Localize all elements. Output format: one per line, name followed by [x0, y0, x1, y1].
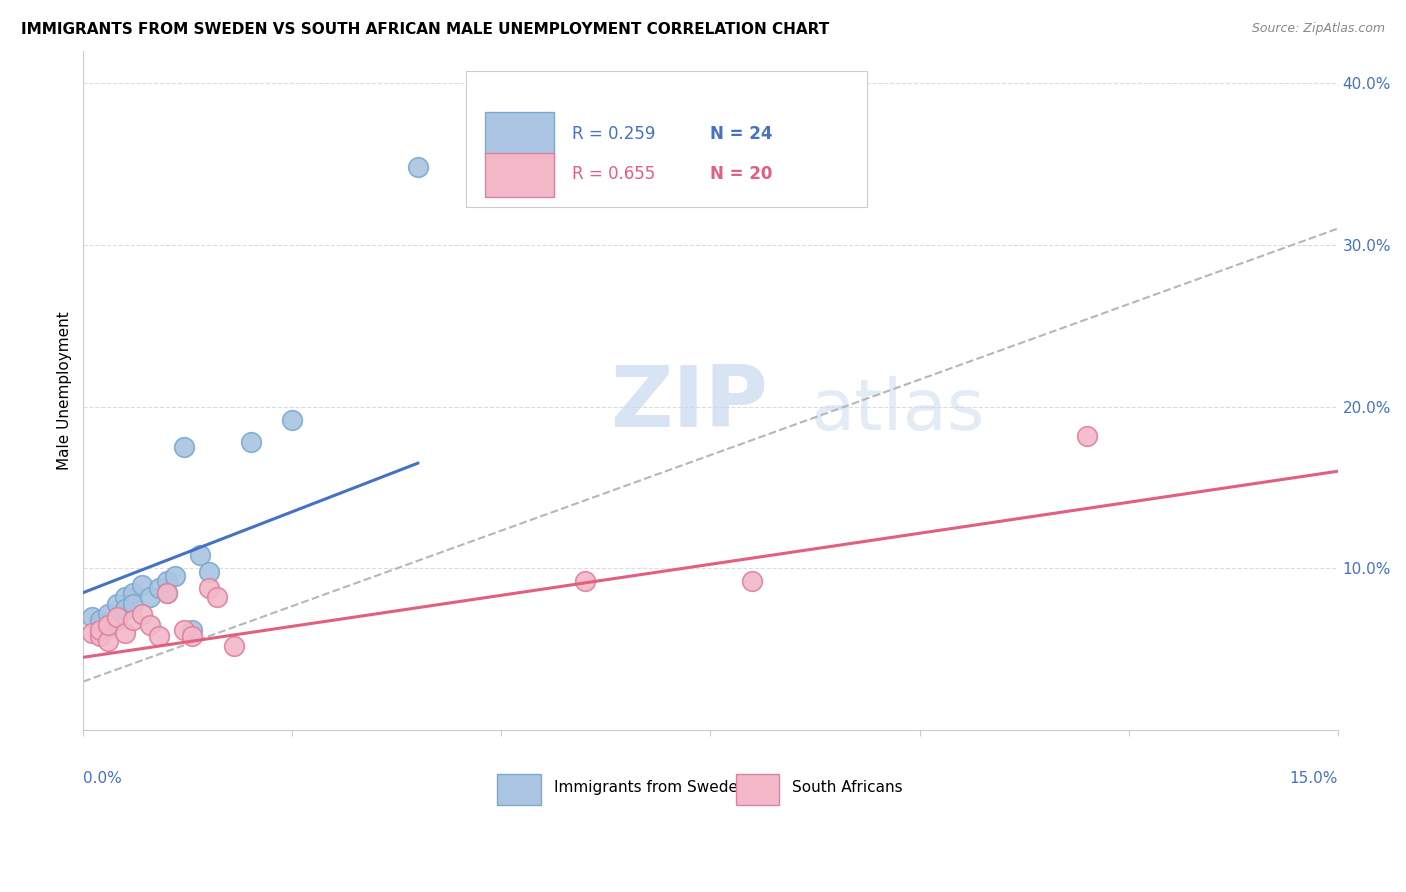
Text: 0.0%: 0.0%: [83, 771, 122, 786]
Point: [1076, 428, 1098, 442]
Text: R = 0.259: R = 0.259: [572, 125, 655, 143]
Point: [205, 591, 228, 605]
Point: [89, 623, 111, 637]
Point: [156, 574, 179, 589]
Text: 15.0%: 15.0%: [1289, 771, 1337, 786]
Point: [406, 160, 429, 174]
Point: [181, 629, 204, 643]
Point: [89, 618, 111, 632]
FancyBboxPatch shape: [735, 774, 779, 805]
Point: [97, 621, 120, 635]
Point: [173, 623, 195, 637]
Point: [156, 585, 179, 599]
Point: [281, 412, 304, 426]
Point: [122, 585, 145, 599]
Point: [148, 629, 170, 643]
Point: [97, 618, 120, 632]
Text: N = 20: N = 20: [710, 165, 773, 184]
Point: [89, 629, 111, 643]
FancyBboxPatch shape: [485, 112, 554, 156]
Text: ZIP: ZIP: [610, 362, 768, 445]
Point: [97, 607, 120, 621]
Point: [97, 634, 120, 648]
Point: [173, 440, 195, 454]
Text: N = 24: N = 24: [710, 125, 773, 143]
Point: [165, 569, 187, 583]
Point: [114, 626, 136, 640]
Text: South Africans: South Africans: [792, 780, 903, 796]
Text: atlas: atlas: [811, 376, 986, 445]
Text: IMMIGRANTS FROM SWEDEN VS SOUTH AFRICAN MALE UNEMPLOYMENT CORRELATION CHART: IMMIGRANTS FROM SWEDEN VS SOUTH AFRICAN …: [21, 22, 830, 37]
Point: [239, 435, 262, 450]
Point: [197, 581, 219, 595]
Text: Source: ZipAtlas.com: Source: ZipAtlas.com: [1251, 22, 1385, 36]
FancyBboxPatch shape: [498, 774, 541, 805]
Y-axis label: Male Unemployment: Male Unemployment: [58, 311, 72, 470]
Point: [89, 613, 111, 627]
Point: [105, 613, 128, 627]
Point: [148, 581, 170, 595]
Point: [741, 574, 763, 589]
Point: [574, 574, 596, 589]
Text: Immigrants from Sweden: Immigrants from Sweden: [554, 780, 748, 796]
Point: [122, 597, 145, 611]
Point: [190, 549, 212, 563]
Point: [222, 639, 245, 653]
Point: [156, 585, 179, 599]
Point: [181, 623, 204, 637]
FancyBboxPatch shape: [485, 153, 554, 197]
Point: [131, 577, 153, 591]
Point: [80, 610, 103, 624]
Point: [197, 565, 219, 579]
Point: [80, 626, 103, 640]
Text: R = 0.655: R = 0.655: [572, 165, 655, 184]
Point: [139, 591, 162, 605]
Point: [114, 601, 136, 615]
FancyBboxPatch shape: [465, 71, 868, 207]
Point: [105, 610, 128, 624]
Point: [122, 613, 145, 627]
Point: [131, 607, 153, 621]
Point: [114, 591, 136, 605]
Point: [105, 597, 128, 611]
Point: [139, 618, 162, 632]
